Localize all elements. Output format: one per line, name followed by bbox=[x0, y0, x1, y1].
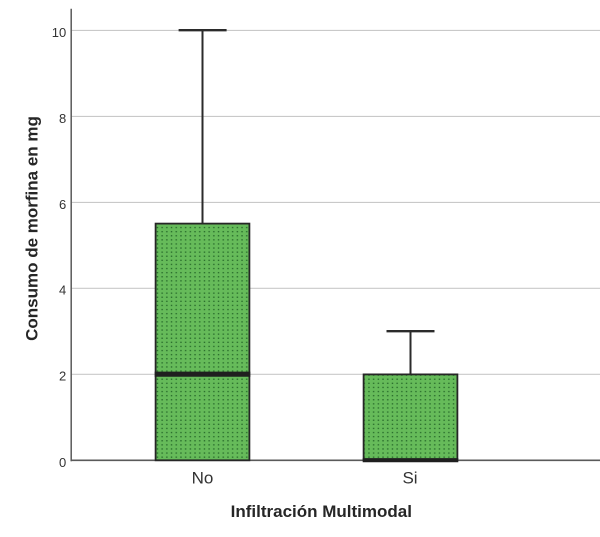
svg-text:10: 10 bbox=[52, 25, 66, 40]
svg-text:8: 8 bbox=[59, 111, 66, 126]
svg-text:Infiltración Multimodal: Infiltración Multimodal bbox=[231, 502, 412, 521]
svg-text:No: No bbox=[192, 469, 214, 488]
svg-text:6: 6 bbox=[59, 197, 66, 212]
svg-text:2: 2 bbox=[59, 369, 66, 384]
svg-text:0: 0 bbox=[59, 455, 66, 470]
svg-text:Consumo de morfina en mg: Consumo de morfina en mg bbox=[22, 116, 41, 341]
svg-text:Si: Si bbox=[402, 469, 417, 488]
svg-text:4: 4 bbox=[59, 283, 66, 298]
